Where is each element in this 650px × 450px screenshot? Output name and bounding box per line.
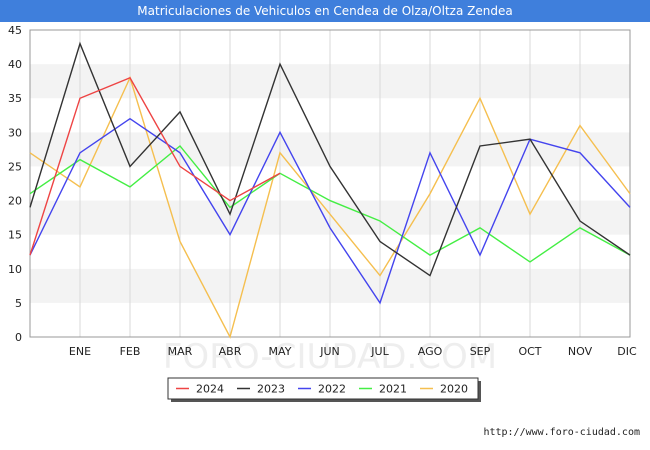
legend-label-2024: 2024 — [196, 383, 224, 396]
x-tick-label: DIC — [617, 345, 637, 358]
series-line-2024 — [29, 76, 281, 256]
x-axis-ticks: ENE FEB MAR ABR MAY JUN JUL AGO SEP OCT NOV DIC — [69, 345, 637, 358]
y-tick-label: 40 — [8, 58, 22, 71]
legend-label-2023: 2023 — [257, 383, 285, 396]
x-tick-label: ABR — [219, 345, 242, 358]
y-tick-label: 20 — [8, 195, 22, 208]
legend: 2024 2023 2022 2021 2020 — [167, 377, 481, 402]
x-tick-label: SEP — [470, 345, 491, 358]
plot-frame — [29, 29, 631, 338]
y-tick-label: 0 — [15, 331, 22, 344]
x-tick-label: NOV — [568, 345, 593, 358]
chart-title: Matriculaciones de Vehiculos en Cendea d… — [0, 0, 650, 22]
y-tick-label: 30 — [8, 126, 22, 139]
y-tick-label: 10 — [8, 263, 22, 276]
legend-label-2022: 2022 — [318, 383, 346, 396]
watermark-text: FORO-CIUDAD.COM — [163, 337, 497, 377]
x-tick-label: OCT — [518, 345, 541, 358]
x-tick-label: AGO — [418, 345, 443, 358]
series-line-2023 — [29, 41, 631, 277]
x-tick-label: JUL — [370, 345, 389, 358]
source-url[interactable]: http://www.foro-ciudad.com — [483, 427, 640, 438]
x-tick-label: MAR — [168, 345, 193, 358]
y-tick-label: 25 — [8, 160, 22, 173]
y-tick-label: 35 — [8, 92, 22, 105]
legend-box — [167, 377, 479, 400]
y-tick-label: 15 — [8, 229, 22, 242]
vertical-gridlines — [79, 30, 581, 337]
x-tick-label: ENE — [69, 345, 91, 358]
watermark-layer: FORO-CIUDAD.COM — [163, 337, 497, 377]
y-tick-label: 45 — [8, 24, 22, 37]
y-axis-ticks: 0 5 10 15 20 25 30 35 40 45 — [8, 24, 22, 344]
x-tick-label: JUN — [319, 345, 340, 358]
series-line-2021 — [29, 144, 631, 263]
x-tick-label: FEB — [120, 345, 141, 358]
legend-label-2021: 2021 — [379, 383, 407, 396]
x-tick-label: MAY — [269, 345, 292, 358]
series-lines — [29, 41, 631, 339]
legend-label-2020: 2020 — [440, 383, 468, 396]
y-tick-label: 5 — [15, 297, 22, 310]
